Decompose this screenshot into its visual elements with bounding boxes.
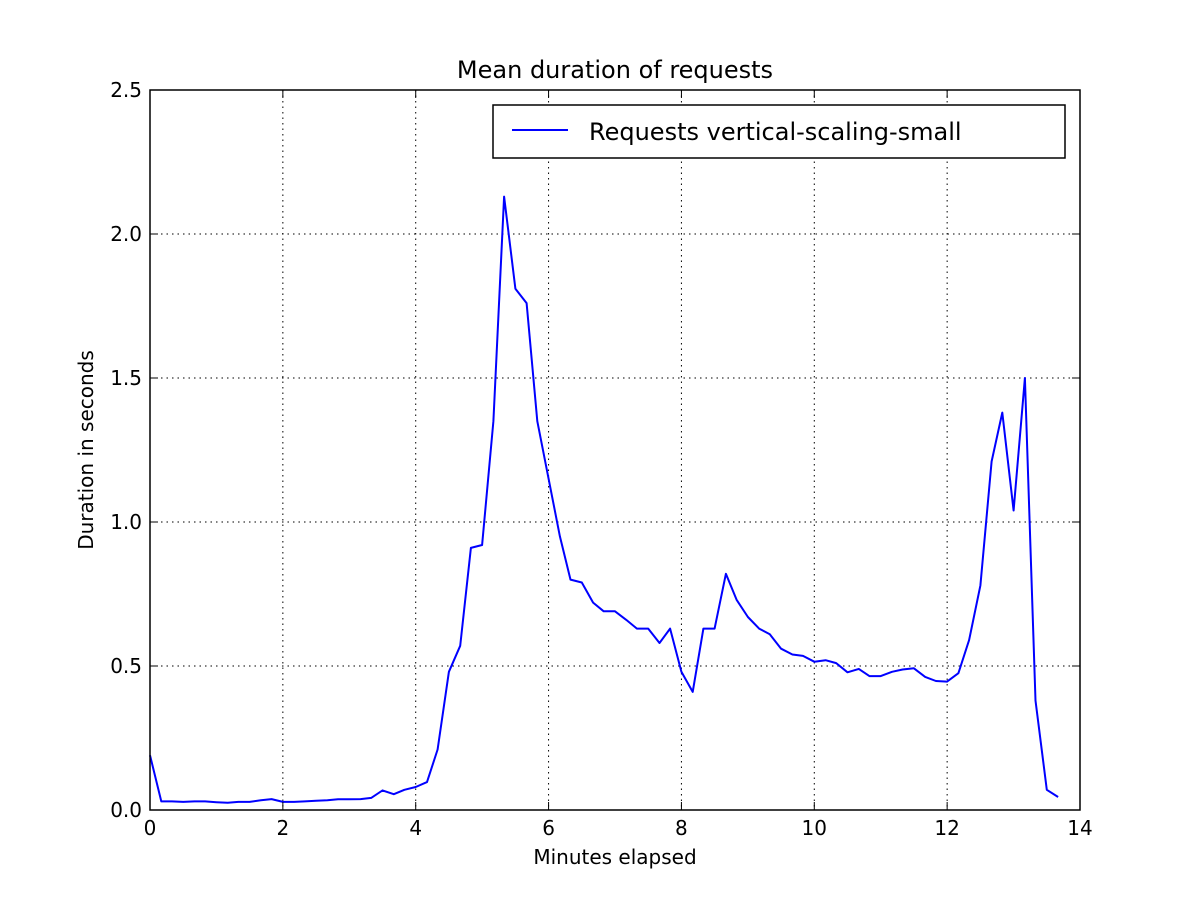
x-tick-labels: 0 2 4 6 8 10 12 14 <box>144 816 1093 840</box>
y-tick-label: 0.0 <box>110 798 142 822</box>
series-layer <box>149 195 1059 804</box>
x-tick-label: 0 <box>144 816 157 840</box>
plot-frame <box>149 89 1081 811</box>
x-tick-label: 4 <box>409 816 422 840</box>
x-tick-label: 6 <box>542 816 555 840</box>
y-tick-label: 2.5 <box>110 78 142 102</box>
y-tick-label: 1.5 <box>110 366 142 390</box>
y-tick-label: 1.0 <box>110 510 142 534</box>
y-tick-label: 2.0 <box>110 222 142 246</box>
tick-marks <box>149 89 1081 811</box>
legend-box <box>492 104 1066 159</box>
x-tick-label: 12 <box>934 816 959 840</box>
x-tick-label: 10 <box>802 816 827 840</box>
legend: Requests vertical-scaling-small <box>492 104 1066 159</box>
x-tick-label: 8 <box>675 816 688 840</box>
x-tick-label: 2 <box>276 816 289 840</box>
x-axis-label: Minutes elapsed <box>533 845 696 869</box>
y-tick-label: 0.5 <box>110 654 142 678</box>
series-line <box>149 195 1059 804</box>
grid-lines <box>150 90 1080 810</box>
x-tick-label: 14 <box>1067 816 1092 840</box>
chart-title: Mean duration of requests <box>457 56 773 84</box>
plot-area-background <box>150 90 1080 810</box>
y-tick-labels: 0.0 0.5 1.0 1.5 2.0 2.5 <box>110 78 142 822</box>
y-axis-label: Duration in seconds <box>74 350 98 550</box>
legend-label: Requests vertical-scaling-small <box>589 118 962 146</box>
